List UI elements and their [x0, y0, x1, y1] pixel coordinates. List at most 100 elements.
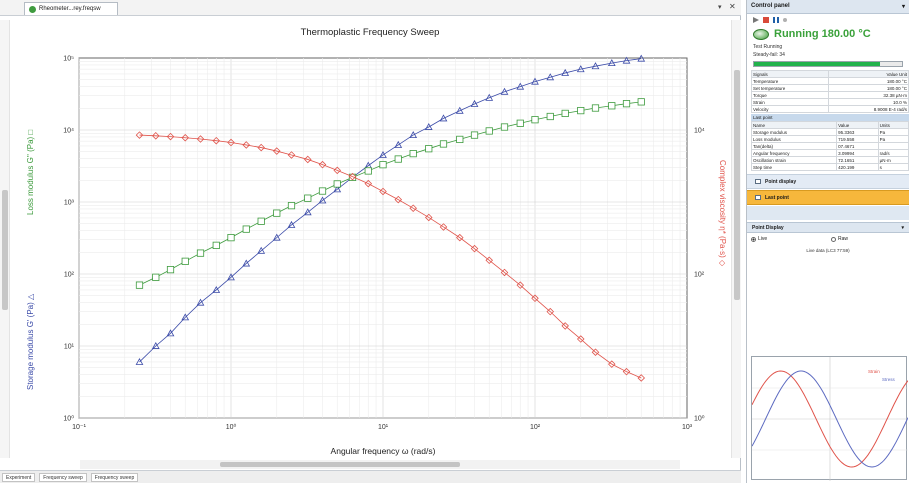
loss-point [318, 187, 327, 195]
loss-point [257, 217, 265, 225]
loss-point [212, 241, 220, 249]
storage-point [455, 106, 464, 114]
loss-point [531, 116, 539, 124]
legend-stress: Stress [882, 377, 896, 382]
storage-point [166, 329, 175, 337]
point-display-toggle[interactable]: Point display [747, 174, 909, 189]
legend-strain: Strain [868, 369, 880, 374]
complex_viscosity-point [196, 135, 205, 143]
radio-unselected-icon [831, 236, 836, 242]
complex_viscosity-point [531, 294, 539, 303]
loss-point [379, 161, 387, 169]
sheet-tab-frequency-sweep-1[interactable]: Frequency sweep [39, 472, 87, 482]
complex_viscosity-point [500, 268, 509, 277]
table-row: Temperature 180.00 °C [750, 77, 909, 85]
x-tick-label: 10² [530, 424, 541, 431]
window-menu-icon[interactable]: ▾ [718, 4, 722, 11]
storage-point [227, 273, 235, 281]
loss-point [622, 100, 631, 108]
storage-point [546, 73, 555, 81]
options-icon[interactable] [783, 17, 787, 22]
complex_viscosity-point [242, 141, 251, 149]
close-document-icon[interactable]: ✕ [729, 2, 736, 11]
complex_viscosity-point [470, 244, 479, 253]
stress-waveform [751, 370, 909, 468]
loss-point [242, 225, 250, 233]
storage-point [379, 150, 387, 158]
strain-waveform [751, 370, 909, 468]
complex_viscosity-point [304, 155, 312, 164]
storage-point [485, 93, 494, 101]
instrument-toolbar [747, 14, 909, 25]
document-tab[interactable]: Rheometer...rey.freqsw [24, 2, 118, 15]
display-mode-radios: Live Raw [747, 233, 909, 245]
storage-point [333, 185, 342, 193]
panel-menu-icon[interactable]: ▾ [901, 225, 904, 231]
storage-point [516, 82, 525, 90]
loss-point [273, 209, 281, 217]
complex_viscosity-point [424, 213, 433, 222]
run-progress-fill [754, 62, 880, 66]
play-icon[interactable] [753, 16, 759, 23]
loss-point [546, 112, 554, 121]
loss-point [425, 145, 433, 153]
loss-point [152, 273, 160, 281]
complex_viscosity-point [135, 131, 144, 139]
loss-point [561, 109, 569, 118]
last-point-toggle[interactable]: Last point [747, 190, 909, 205]
horizontal-scrollbar[interactable] [80, 460, 680, 469]
radio-live[interactable]: Live [751, 236, 831, 242]
rheometer-icon [753, 28, 769, 40]
y-left-tick-label: 10⁴ [63, 128, 74, 135]
y-left-tick-label: 10¹ [64, 344, 75, 351]
frequency-sweep-chart[interactable]: Thermoplastic Frequency Sweep 10⁻¹ 10⁰ 10¹… [10, 18, 730, 460]
waveform-caption: Live data (LC3 77:59) [806, 248, 850, 253]
right-vertical-scrollbar[interactable] [731, 20, 741, 458]
last-point-section-title: Last point [751, 114, 909, 121]
storage-point [470, 99, 479, 107]
step-state: Steady-fail: 34 [753, 52, 785, 58]
complex_viscosity-point [608, 360, 616, 368]
run-progress-bar [753, 61, 903, 67]
complex_viscosity-point [637, 374, 646, 382]
stop-icon[interactable] [763, 16, 769, 23]
left-vertical-scrollbar[interactable] [0, 20, 10, 458]
sheet-tab-experiment[interactable]: Experiment [2, 472, 36, 482]
complex_viscosity-point [485, 256, 494, 265]
document-window: Rheometer...rey.freqsw ▾ ✕ Thermoplastic… [0, 0, 741, 483]
complex_viscosity-point [348, 172, 357, 181]
radio-raw[interactable]: Raw [831, 236, 848, 242]
storage-point [394, 140, 403, 148]
table-row: Velocity 8.9008 E-4 rad/s [750, 105, 909, 113]
control-panel: Control panel ▾ Running 180.00 °C Test R… [746, 0, 909, 483]
complex_viscosity-point [409, 204, 417, 212]
sheet-tab-frequency-sweep-2[interactable]: Frequency sweep [90, 472, 139, 482]
table-row: Step time 420.199 s [750, 163, 909, 171]
storage-point [212, 285, 221, 293]
loss-point [637, 98, 645, 106]
y-left-tick-label: 10² [64, 272, 75, 279]
scrollbar-thumb[interactable] [734, 70, 740, 300]
x-axis-label: Angular frequency ω (rad/s) [331, 446, 436, 456]
storage-point [561, 68, 570, 76]
complex_viscosity-point [622, 367, 631, 376]
scrollbar-thumb[interactable] [220, 462, 460, 467]
complex_viscosity-point [227, 138, 235, 147]
x-tick-label: 10³ [682, 424, 693, 431]
loss-point [364, 167, 372, 175]
table-row: Strain 10.0 % [750, 98, 909, 106]
pause-icon[interactable] [773, 16, 779, 23]
storage-point [531, 77, 539, 85]
complex_viscosity-point [333, 166, 342, 175]
storage-point [196, 298, 205, 306]
complex_viscosity-point [456, 233, 464, 242]
complex_viscosity-point [516, 281, 525, 289]
document-tab-bar: Rheometer...rey.freqsw ▾ ✕ [0, 0, 741, 16]
scrollbar-thumb[interactable] [2, 190, 8, 310]
panel-menu-icon[interactable]: ▾ [901, 4, 905, 10]
y-left-tick-label: 10⁵ [63, 56, 74, 63]
y-right-tick-label: 10⁴ [694, 128, 705, 135]
complex_viscosity-point [181, 134, 190, 142]
loss-point [287, 202, 296, 210]
x-tick-label: 10⁰ [226, 423, 237, 431]
